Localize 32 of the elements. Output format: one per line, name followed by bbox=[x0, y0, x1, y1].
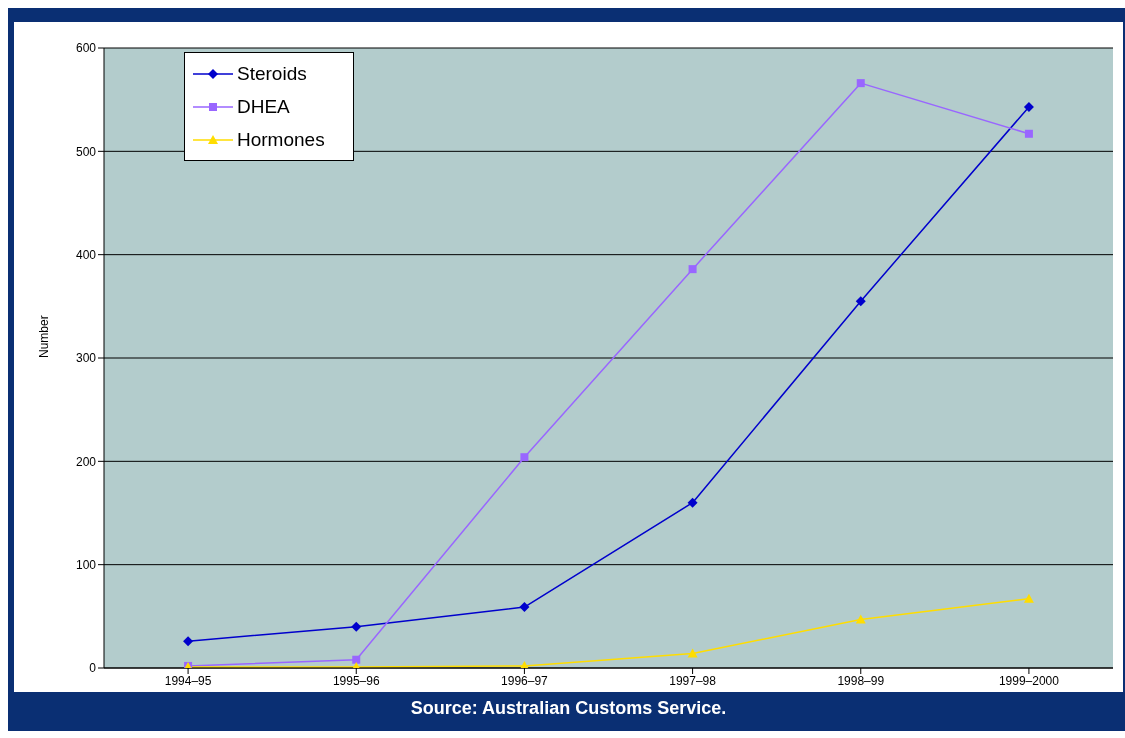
point bbox=[351, 621, 362, 632]
legend-label: Steroids bbox=[237, 62, 307, 85]
x-tick-label: 1998–99 bbox=[837, 673, 885, 688]
point bbox=[1023, 593, 1034, 603]
x-tick-label: 1999–2000 bbox=[998, 673, 1060, 688]
point bbox=[856, 79, 865, 88]
x-tick-label: 1997–98 bbox=[669, 673, 717, 688]
x-tick-label: 1996–97 bbox=[501, 673, 549, 688]
point bbox=[687, 497, 698, 508]
legend-label: Hormones bbox=[237, 128, 325, 151]
y-tick-label: 400 bbox=[75, 247, 97, 262]
y-tick-label: 300 bbox=[75, 351, 97, 366]
y-tick-label: 600 bbox=[75, 41, 97, 56]
point bbox=[352, 655, 361, 664]
y-tick-label: 100 bbox=[75, 557, 97, 572]
y-tick-label: 200 bbox=[75, 454, 97, 469]
point bbox=[688, 265, 697, 274]
source-note: Source: Australian Customs Service. bbox=[14, 692, 1123, 725]
y-axis-title: Number bbox=[37, 315, 52, 358]
x-tick-label: 1995–96 bbox=[332, 673, 380, 688]
point bbox=[519, 602, 530, 613]
point bbox=[855, 614, 866, 624]
y-tick-label: 500 bbox=[75, 144, 97, 159]
point bbox=[687, 648, 698, 658]
point bbox=[855, 296, 866, 307]
point bbox=[520, 453, 529, 462]
legend-label: DHEA bbox=[237, 95, 290, 118]
point bbox=[1023, 101, 1034, 112]
point bbox=[1024, 129, 1033, 138]
y-tick-label: 0 bbox=[89, 661, 97, 676]
x-tick-label: 1994–95 bbox=[164, 673, 212, 688]
point bbox=[183, 636, 194, 647]
